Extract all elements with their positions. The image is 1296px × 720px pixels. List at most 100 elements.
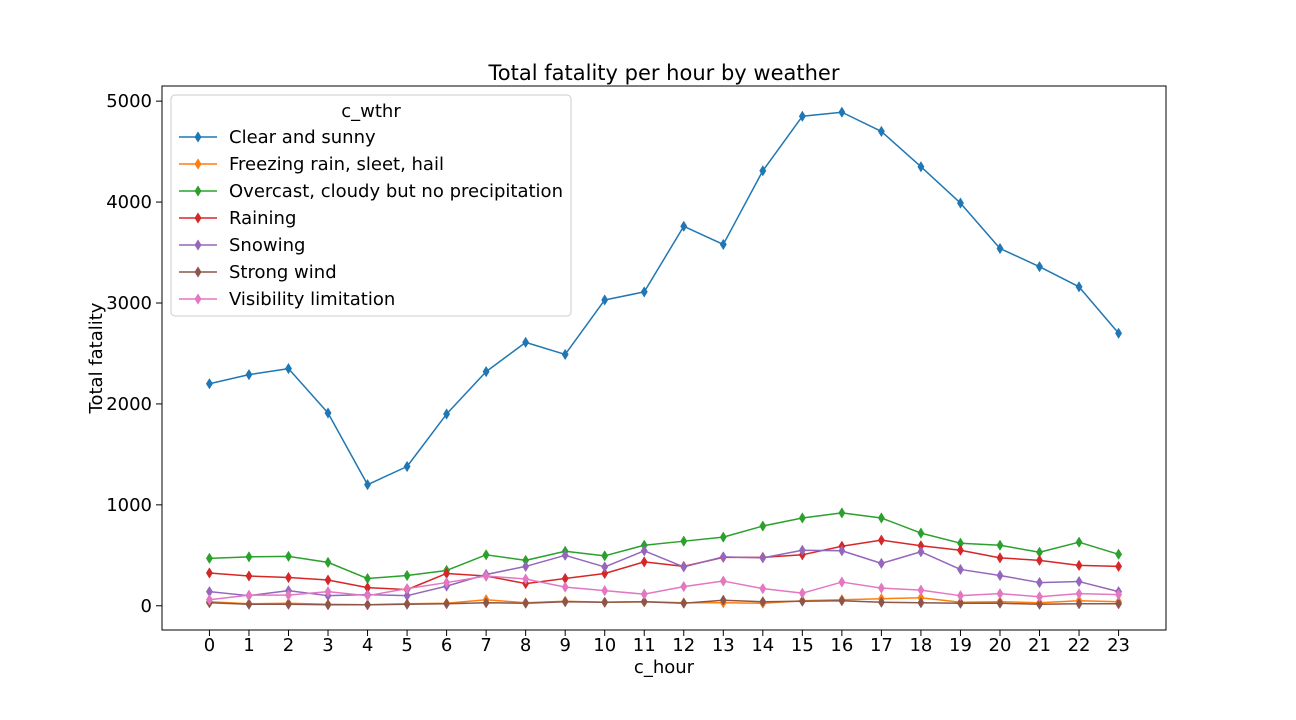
legend-label: Visibility limitation [229,289,395,310]
legend-title: c_wthr [341,101,401,122]
data-point [245,368,253,381]
data-point [838,576,846,588]
data-point [1075,559,1083,572]
x-tick-label: 15 [791,635,814,656]
legend-label: Raining [229,208,296,229]
legend-marker [194,239,202,251]
data-point [482,365,490,378]
x-tick-label: 4 [362,635,373,656]
x-tick-label: 10 [593,635,616,656]
data-point [364,590,372,602]
legend-entries: Clear and sunny Freezing rain, sleet, hai… [179,127,563,310]
data-point [364,599,372,611]
data-point [561,596,569,608]
data-point [284,362,292,375]
data-point [1075,598,1083,610]
data-point [719,551,727,563]
data-point [284,589,292,601]
data-point [324,556,332,569]
x-tick-label: 5 [401,635,412,656]
x-tick-label: 23 [1107,635,1130,656]
data-point [759,552,767,564]
data-point [996,539,1004,551]
series-line [209,575,1119,601]
x-axis: 0 1 2 3 4 5 6 7 8 9 10 11 12 13 14 15 16 17 18 19 20 21 22 23 [204,630,1130,656]
y-tick-label: 5000 [106,91,152,112]
data-point [1115,327,1123,339]
data-point [1036,554,1044,567]
x-tick-label: 20 [989,635,1012,656]
x-tick-label: 21 [1028,635,1051,656]
data-point [798,110,806,122]
data-point [205,552,213,565]
data-point [245,589,253,601]
data-point [1036,576,1044,589]
data-point [403,460,411,473]
data-point [877,557,885,570]
y-axis: 0 1000 2000 3000 4000 5000 [106,91,162,617]
x-tick-label: 9 [559,635,570,656]
data-point [996,587,1004,600]
data-point [284,550,292,562]
data-point [522,597,530,609]
data-point [601,561,609,573]
data-point [956,597,964,609]
data-point [443,598,451,610]
data-point [838,507,846,519]
data-point [719,594,727,606]
data-point [601,550,609,562]
data-point [205,378,213,390]
data-point [1075,575,1083,588]
data-point [324,599,332,611]
legend-item-strong-wind: Strong wind [179,262,337,283]
data-point [1075,536,1083,548]
legend-marker [194,266,202,278]
data-point [601,596,609,608]
data-point [956,590,964,602]
data-point [1115,588,1123,601]
y-tick-label: 3000 [106,293,152,314]
data-point [1036,260,1044,273]
data-point [561,549,569,561]
data-point [680,580,688,593]
data-point [759,165,767,177]
data-point [680,220,688,232]
y-tick-label: 0 [141,596,152,617]
data-point [759,520,767,532]
series-line [209,111,1120,486]
legend-label: Clear and sunny [229,127,376,148]
data-point [838,106,846,118]
data-point [1115,560,1123,573]
x-tick-label: 8 [520,635,531,656]
series-line [209,599,1119,606]
x-tick-label: 14 [751,635,774,656]
data-point [917,527,925,539]
legend-item-visibility-limitation: Visibility limitation [179,289,395,310]
legend-marker [194,131,202,143]
data-point [1075,587,1083,600]
data-point [443,576,451,589]
x-tick-label: 7 [480,635,491,656]
data-point [324,585,332,598]
x-tick-label: 22 [1068,635,1091,656]
y-tick-label: 1000 [106,495,152,516]
data-point [364,478,372,491]
data-point [956,197,964,209]
data-point [324,574,332,586]
legend-item-freezing-rain-sleet-hail: Freezing rain, sleet, hail [179,154,444,175]
legend-marker [194,293,202,305]
legend-marker [194,158,202,170]
data-point [561,581,569,593]
data-point [917,161,925,173]
data-point [561,348,569,361]
data-point [719,575,727,587]
legend-box [170,94,572,317]
data-point [482,549,490,561]
series-line [209,549,1119,597]
data-point [996,552,1004,564]
data-point [403,582,411,595]
legend-item-clear-and-sunny: Clear and sunny [179,127,376,148]
x-tick-label: 11 [633,635,656,656]
series-clear-and-sunny [205,106,1123,491]
chart-title: Total fatality per hour by weather [488,61,840,85]
